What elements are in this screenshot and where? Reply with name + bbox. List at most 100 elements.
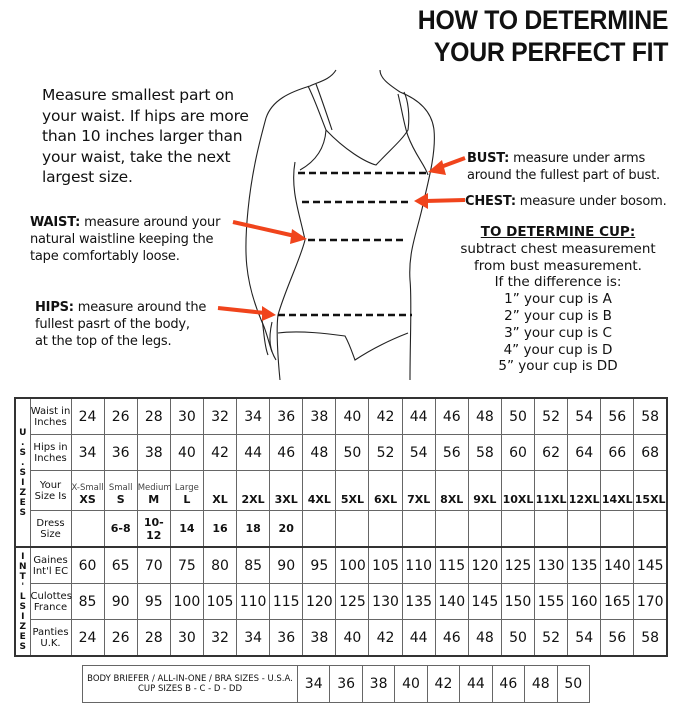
table-cell: 15XL xyxy=(633,470,668,511)
table-cell: 6XL xyxy=(368,470,403,511)
table-cell xyxy=(600,510,635,548)
row-label: Dress Size xyxy=(29,510,72,548)
waist-note: WAIST: measure around your natural waist… xyxy=(30,215,221,264)
table-cell: 80 xyxy=(202,546,238,584)
table-cell xyxy=(302,510,337,548)
size-code: 15XL xyxy=(634,493,666,506)
table-cell: 10-12 xyxy=(136,510,171,548)
table-cell: 68 xyxy=(633,434,668,471)
table-cell: 120 xyxy=(302,583,337,620)
table-cell: 60 xyxy=(70,546,105,584)
table-cell: 30 xyxy=(169,397,204,435)
table-cell: 26 xyxy=(103,397,138,435)
table-cell: 115 xyxy=(434,546,469,584)
table-cell xyxy=(335,510,370,548)
table-cell: 145 xyxy=(467,583,502,620)
table-cell: 38 xyxy=(302,397,337,435)
table-cell: 44 xyxy=(236,434,271,471)
table-cell: 40 xyxy=(335,397,370,435)
table-cell: 125 xyxy=(335,583,370,620)
table-cell: 42 xyxy=(368,619,403,657)
table-cell xyxy=(633,510,668,548)
bust-note: BUST: measure under arms around the full… xyxy=(467,151,660,183)
bra-size-table: BODY BRIEFER / ALL-IN-ONE / BRA SIZES - … xyxy=(82,665,590,703)
size-code: 14XL xyxy=(601,493,633,506)
table-cell: 50 xyxy=(556,665,590,703)
table-cell: 150 xyxy=(500,583,536,620)
size-code: 6XL xyxy=(373,493,398,506)
table-cell: 44 xyxy=(459,665,493,703)
table-cell xyxy=(567,510,602,548)
size-name: X-Small xyxy=(71,483,104,493)
size-code: 10XL xyxy=(502,493,534,506)
table-cell: 52 xyxy=(534,619,569,657)
table-cell: 54 xyxy=(567,397,602,435)
table-cell: 130 xyxy=(368,583,403,620)
table-cell: 28 xyxy=(136,619,171,657)
table-cell: 18 xyxy=(236,510,271,548)
size-code: S xyxy=(116,493,125,506)
table-row-waist: U . S . S I Z E S Waist in Inches 24 26 28 30… xyxy=(14,397,668,548)
bra-label: BODY BRIEFER / ALL-IN-ONE / BRA SIZES - … xyxy=(82,665,298,703)
table-cell: 75 xyxy=(169,546,204,584)
table-cell: 140 xyxy=(434,583,469,620)
table-cell: 110 xyxy=(236,583,271,620)
table-cell: 100 xyxy=(335,546,370,584)
table-cell: 32 xyxy=(202,619,238,657)
table-cell: 165 xyxy=(600,583,635,620)
table-row-dress: Dress Size 6-8 10-12 14 16 18 20 xyxy=(15,510,668,548)
table-cell: XL xyxy=(202,470,238,511)
table-cell: 38 xyxy=(361,665,396,703)
table-row-size: Your Size Is X-Small XS Small S Medium M Large L… xyxy=(15,470,668,511)
table-cell: 85 xyxy=(70,583,105,620)
table-cell xyxy=(467,510,502,548)
table-cell: 65 xyxy=(103,546,138,584)
table-cell xyxy=(534,510,569,548)
table-cell: 44 xyxy=(401,397,436,435)
table-cell: 11XL xyxy=(534,470,569,511)
table-cell: 52 xyxy=(534,397,569,435)
table-cell: 60 xyxy=(500,434,536,471)
table-cell: 46 xyxy=(491,665,526,703)
table-cell: 26 xyxy=(103,619,138,657)
table-cell: 12XL xyxy=(567,470,602,511)
table-cell: 54 xyxy=(401,434,436,471)
row-label: Gaines Int'l EC xyxy=(29,546,72,584)
table-cell: 48 xyxy=(467,397,502,435)
table-cell: 70 xyxy=(136,546,171,584)
table-cell: 145 xyxy=(633,546,668,584)
table-cell: 95 xyxy=(136,583,171,620)
table-cell: 30 xyxy=(169,619,204,657)
table-cell: 44 xyxy=(401,619,436,657)
table-cell: 58 xyxy=(633,397,668,435)
table-cell: 105 xyxy=(368,546,403,584)
table-cell xyxy=(70,510,105,548)
table-cell: Small S xyxy=(103,470,138,511)
row-label: Panties U.K. xyxy=(29,619,72,657)
table-cell: X-Small XS xyxy=(70,470,105,511)
table-row-panties: Panties U.K. 24 26 28 30 32 34 36 38 40 42 44 46 48 50… xyxy=(15,619,668,657)
table-cell: 54 xyxy=(567,619,602,657)
table-cell: Medium M xyxy=(136,470,172,511)
size-code: 11XL xyxy=(535,493,567,506)
table-cell: 34 xyxy=(236,397,271,435)
size-code: 4XL xyxy=(307,493,331,506)
table-cell: 2XL xyxy=(236,470,271,511)
table-cell: 58 xyxy=(467,434,502,471)
table-cell: 24 xyxy=(70,397,105,435)
table-cell: 85 xyxy=(236,546,271,584)
table-cell: 14 xyxy=(169,510,204,548)
row-label: Waist in Inches xyxy=(29,397,72,435)
table-cell: 36 xyxy=(269,397,304,435)
size-code: 5XL xyxy=(340,493,364,506)
table-cell: 8XL xyxy=(434,470,469,511)
table-cell: 6-8 xyxy=(103,510,138,548)
intl-sizes-group-label: I N T ' L S I Z E S xyxy=(14,546,31,657)
table-cell: 3XL xyxy=(269,470,304,511)
table-cell: 56 xyxy=(434,434,469,471)
table-cell: 48 xyxy=(524,665,558,703)
table-cell: 100 xyxy=(169,583,204,620)
row-label: Culottes France xyxy=(29,583,72,620)
table-row-hips: Hips in Inches 34 36 38 40 42 44 46 48 50 52 54 56 58… xyxy=(15,434,668,471)
table-cell: 24 xyxy=(70,619,105,657)
